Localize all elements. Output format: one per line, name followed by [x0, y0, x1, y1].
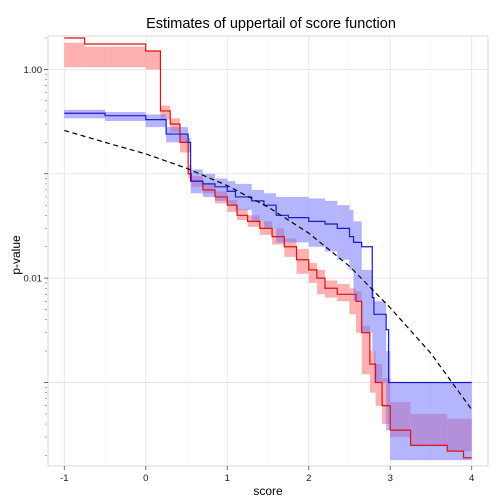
blue-band-segment	[276, 196, 289, 243]
red-band-segment	[369, 351, 376, 393]
x-tick-label: 1	[225, 473, 230, 484]
blue-band-segment	[410, 382, 472, 461]
x-tick-label: 4	[469, 473, 474, 484]
red-band-segment	[170, 118, 180, 133]
red-band-segment	[160, 105, 171, 120]
blue-band-segment	[251, 189, 264, 222]
y-axis-label: p-value	[9, 235, 23, 275]
red-band-segment	[180, 134, 189, 153]
blue-band-segment	[353, 221, 362, 302]
red-band-segment	[356, 291, 362, 333]
red-band-segment	[296, 249, 309, 274]
red-band-segment	[188, 165, 192, 179]
series-lines	[64, 37, 473, 459]
red-band-segment	[349, 288, 356, 315]
blue-series-line	[64, 112, 472, 384]
x-tick-label: 3	[388, 473, 393, 484]
red-band-segment	[361, 325, 370, 375]
red-band-segment	[145, 51, 161, 70]
blue-band-segment	[373, 301, 387, 383]
black-series-line	[64, 129, 473, 410]
y-tick-label: 1.00	[24, 65, 43, 76]
x-axis-label: score	[253, 484, 283, 498]
blue-band-segment	[288, 196, 309, 243]
chart-title: Estimates of uppertail of score function	[146, 16, 396, 32]
blue-band-segment	[64, 109, 106, 119]
blue-band-segment	[145, 114, 167, 128]
blue-band	[64, 109, 472, 461]
blue-band-segment	[188, 138, 191, 153]
red-band-segment	[284, 238, 297, 257]
red-band-segment	[237, 208, 248, 221]
blue-band-segment	[263, 193, 277, 229]
x-tick-label: 0	[143, 473, 148, 484]
red-band-segment	[382, 378, 391, 425]
blue-band-segment	[215, 178, 228, 201]
red-band-segment	[227, 200, 238, 213]
blue-band-segment	[361, 269, 373, 333]
blue-band-segment	[227, 181, 236, 206]
blue-band-segment	[308, 198, 326, 247]
x-tick-label: -1	[60, 473, 68, 484]
blue-band-segment	[372, 288, 374, 352]
blue-band-segment	[166, 127, 189, 143]
red-band-segment	[64, 42, 85, 68]
axis-ticks: -1 0 1 2 3 4 1.00 0.01	[24, 37, 474, 484]
blue-band-segment	[390, 382, 411, 461]
blue-band-segment	[105, 112, 146, 122]
red-band-segment	[84, 46, 146, 68]
y-tick-label: 0.01	[24, 274, 43, 285]
red-series-line	[64, 37, 472, 459]
x-tick-label: 2	[306, 473, 311, 484]
blue-band-segment	[325, 200, 338, 252]
blue-band-segment	[349, 209, 354, 270]
red-band-segment	[308, 262, 317, 283]
red-band-segment	[325, 280, 338, 298]
blue-band-segment	[202, 173, 216, 197]
blue-band-segment	[337, 205, 350, 260]
red-band-segment	[316, 269, 326, 295]
red-band-segment	[375, 364, 383, 406]
red-band-segment	[337, 283, 350, 302]
blue-band-segment	[386, 351, 391, 431]
